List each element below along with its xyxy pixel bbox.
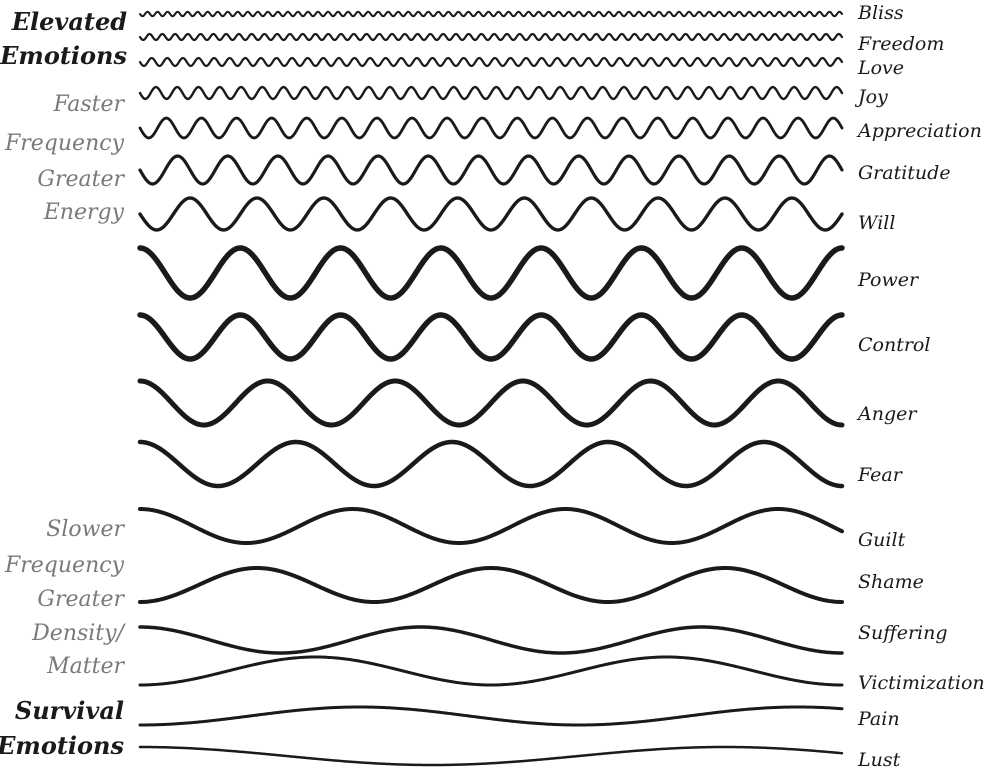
caption-survival-line1: Survival — [15, 696, 124, 725]
wave-anger — [137, 378, 845, 428]
caption-elevated-line1: Elevated — [11, 7, 128, 36]
wave-label-shame: Shame — [858, 571, 924, 593]
caption-slower-line4: Density/ — [31, 621, 126, 646]
wave-label-guilt: Guilt — [858, 529, 906, 551]
wave-joy — [138, 85, 844, 101]
caption-slower-line1: Slower — [46, 517, 125, 542]
wave-label-love: Love — [857, 57, 904, 79]
wave-victimization — [138, 655, 844, 687]
wave-suffering — [138, 625, 844, 655]
caption-faster-line2: Frequency — [4, 131, 125, 156]
wave-label-joy: Joy — [854, 86, 888, 108]
caption-slower-line3: Greater — [37, 587, 125, 612]
wave-guilt — [138, 507, 844, 545]
wave-will — [138, 196, 844, 232]
wave-love — [138, 56, 844, 68]
wave-control — [137, 312, 845, 362]
wave-bliss — [139, 10, 843, 18]
wave-label-victimization: Victimization — [858, 672, 985, 694]
wave-label-suffering: Suffering — [858, 622, 948, 644]
wave-lust — [138, 745, 844, 767]
wave-power — [137, 245, 845, 301]
caption-faster-line1: Faster — [52, 92, 125, 117]
wave-label-appreciation: Appreciation — [856, 120, 982, 142]
wave-pain — [138, 705, 844, 727]
left-captions: Elevated Emotions Faster Frequency Great… — [0, 7, 127, 760]
caption-faster-line3: Greater — [37, 167, 125, 192]
wave-label-control: Control — [858, 334, 930, 356]
wave-label-fear: Fear — [857, 464, 904, 486]
wave-label-power: Power — [857, 269, 920, 291]
caption-elevated-line2: Emotions — [0, 41, 127, 70]
wave-label-will: Will — [858, 212, 895, 234]
wave-label-pain: Pain — [857, 708, 900, 730]
wave-label-bliss: Bliss — [857, 2, 904, 24]
wave-shame — [138, 566, 844, 604]
caption-survival-line2: Emotions — [0, 731, 124, 760]
wave-label-anger: Anger — [856, 403, 918, 425]
wave-label-lust: Lust — [857, 749, 901, 771]
waves-group — [137, 10, 845, 767]
wave-appreciation — [138, 116, 844, 140]
wave-freedom — [138, 32, 844, 42]
caption-slower-line2: Frequency — [4, 553, 125, 578]
caption-slower-line5: Matter — [46, 654, 125, 679]
wave-label-freedom: Freedom — [857, 33, 944, 55]
caption-faster-line4: Energy — [43, 200, 125, 225]
wave-label-gratitude: Gratitude — [858, 162, 951, 184]
wave-fear — [137, 439, 845, 489]
wave-gratitude — [138, 154, 844, 186]
